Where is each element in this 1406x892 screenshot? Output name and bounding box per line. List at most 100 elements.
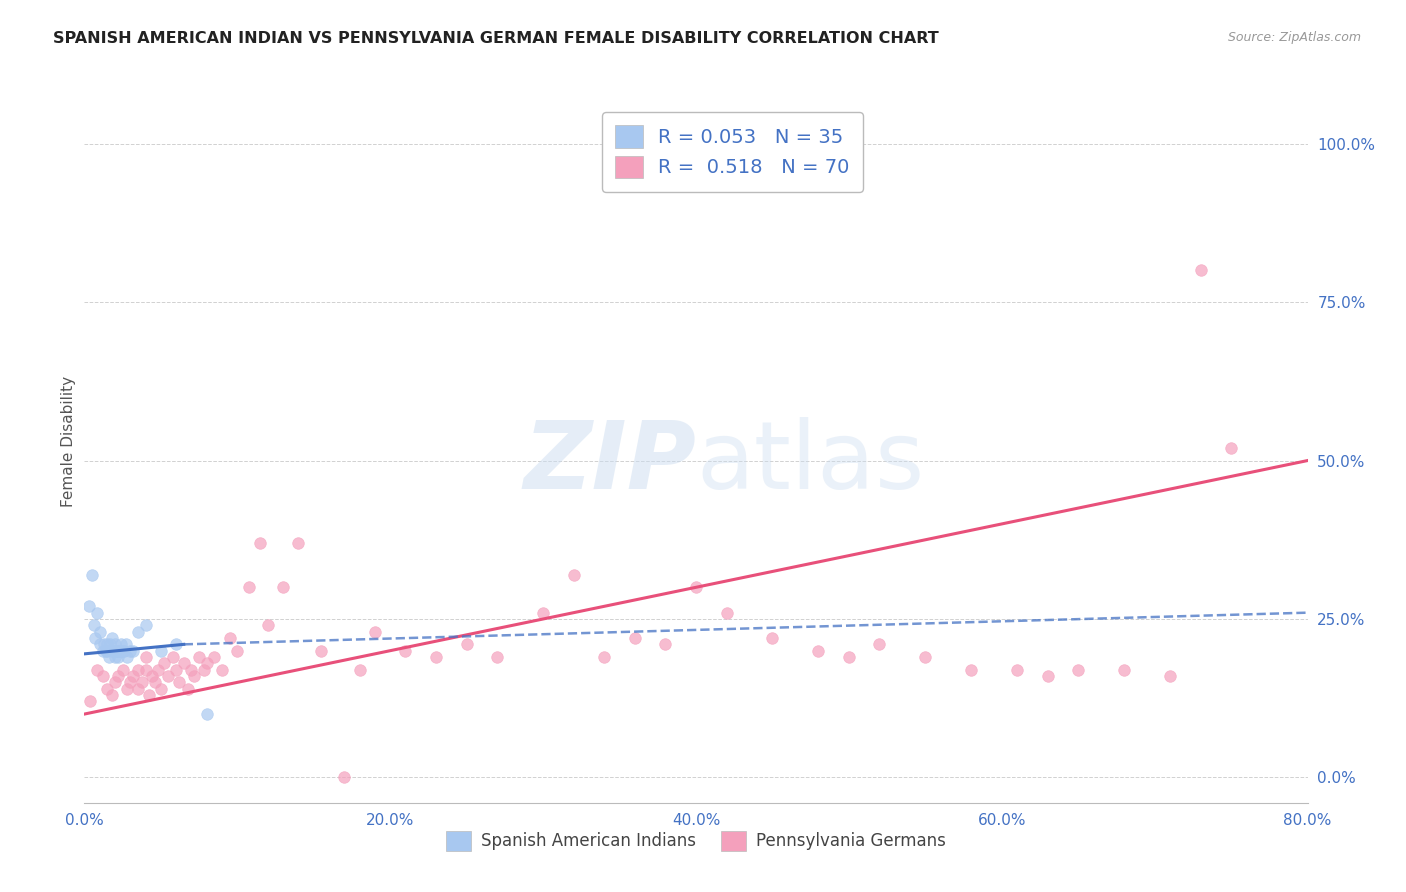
Point [96, 681, 118, 696]
Text: SPANISH AMERICAN INDIAN VS PENNSYLVANIA GERMAN FEMALE DISABILITY CORRELATION CHA: SPANISH AMERICAN INDIAN VS PENNSYLVANIA … [53, 31, 939, 46]
Point [211, 663, 233, 677]
Point [238, 580, 260, 594]
Point [562, 567, 585, 582]
Point [143, 675, 166, 690]
Point [96, 643, 118, 657]
Point [127, 624, 149, 639]
Point [80, 567, 103, 582]
Point [177, 681, 200, 696]
Point [311, 643, 333, 657]
Point [135, 650, 157, 665]
Point [94, 643, 117, 657]
Point [98, 637, 121, 651]
Point [146, 663, 169, 677]
Point [122, 669, 145, 683]
Point [120, 643, 142, 657]
Point [165, 637, 187, 651]
Point [173, 657, 195, 671]
Point [761, 631, 783, 645]
Point [1220, 441, 1243, 455]
Point [1005, 663, 1028, 677]
Point [135, 663, 157, 677]
Point [101, 643, 124, 657]
Point [135, 618, 157, 632]
Point [914, 650, 936, 665]
Point [287, 536, 309, 550]
Point [107, 650, 129, 665]
Point [108, 643, 131, 657]
Point [716, 606, 738, 620]
Text: Source: ZipAtlas.com: Source: ZipAtlas.com [1227, 31, 1361, 45]
Point [107, 643, 129, 657]
Point [167, 675, 190, 690]
Point [114, 637, 136, 651]
Point [165, 663, 187, 677]
Point [97, 650, 120, 665]
Point [807, 643, 830, 657]
Point [1189, 263, 1212, 277]
Point [103, 643, 125, 657]
Point [104, 675, 127, 690]
Text: atlas: atlas [696, 417, 924, 509]
Point [111, 663, 134, 677]
Point [83, 618, 105, 632]
Point [96, 637, 118, 651]
Point [425, 650, 447, 665]
Point [105, 643, 128, 657]
Point [271, 580, 294, 594]
Point [869, 637, 891, 651]
Point [91, 643, 114, 657]
Point [86, 606, 108, 620]
Point [157, 669, 180, 683]
Point [149, 681, 172, 696]
Point [249, 536, 271, 550]
Point [1114, 663, 1136, 677]
Point [1159, 669, 1181, 683]
Point [456, 637, 478, 651]
Point [104, 637, 127, 651]
Point [141, 669, 163, 683]
Point [838, 650, 860, 665]
Point [122, 643, 145, 657]
Point [349, 663, 371, 677]
Point [101, 631, 124, 645]
Point [84, 631, 107, 645]
Point [195, 707, 218, 722]
Point [91, 669, 114, 683]
Point [89, 637, 111, 651]
Point [218, 631, 240, 645]
Point [101, 688, 124, 702]
Point [654, 637, 676, 651]
Point [333, 771, 356, 785]
Point [149, 643, 172, 657]
Point [120, 675, 142, 690]
Point [153, 657, 176, 671]
Point [111, 643, 134, 657]
Point [531, 606, 554, 620]
Point [257, 618, 280, 632]
Point [1067, 663, 1090, 677]
Point [364, 624, 387, 639]
Point [960, 663, 983, 677]
Point [104, 650, 127, 665]
Point [180, 663, 202, 677]
Point [593, 650, 616, 665]
Y-axis label: Female Disability: Female Disability [60, 376, 76, 508]
Point [77, 599, 100, 614]
Point [93, 637, 115, 651]
Point [162, 650, 184, 665]
Point [112, 643, 135, 657]
Point [1036, 669, 1059, 683]
Point [127, 663, 149, 677]
Point [193, 663, 215, 677]
Point [486, 650, 509, 665]
Point [188, 650, 211, 665]
Legend: Spanish American Indians, Pennsylvania Germans: Spanish American Indians, Pennsylvania G… [437, 822, 955, 860]
Point [115, 650, 138, 665]
Point [226, 643, 249, 657]
Point [89, 624, 111, 639]
Point [86, 663, 108, 677]
Point [127, 681, 149, 696]
Point [202, 650, 225, 665]
Point [107, 669, 129, 683]
